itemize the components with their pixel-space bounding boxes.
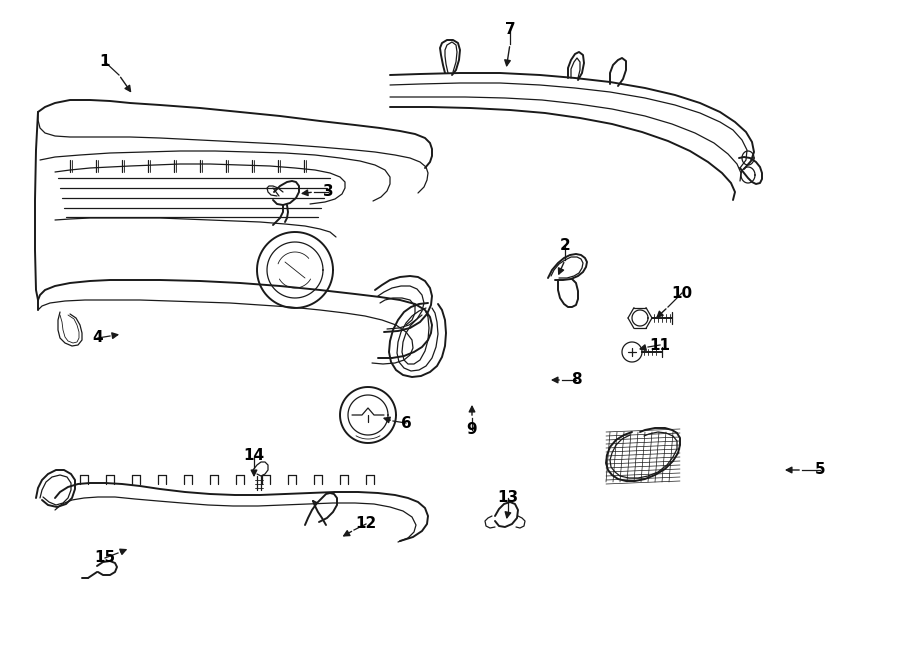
Text: 9: 9 bbox=[467, 422, 477, 438]
Text: 6: 6 bbox=[400, 416, 411, 430]
Text: 12: 12 bbox=[356, 516, 376, 531]
Text: 14: 14 bbox=[243, 449, 265, 463]
Text: 4: 4 bbox=[93, 330, 104, 346]
Text: 3: 3 bbox=[323, 184, 333, 200]
Text: 13: 13 bbox=[498, 490, 518, 506]
Text: 7: 7 bbox=[505, 22, 516, 38]
Text: 2: 2 bbox=[560, 237, 571, 253]
Text: 8: 8 bbox=[571, 373, 581, 387]
Text: 5: 5 bbox=[814, 463, 825, 477]
Text: 11: 11 bbox=[650, 338, 670, 352]
Text: 10: 10 bbox=[671, 286, 693, 301]
Text: 1: 1 bbox=[100, 54, 110, 69]
Text: 15: 15 bbox=[94, 551, 115, 566]
